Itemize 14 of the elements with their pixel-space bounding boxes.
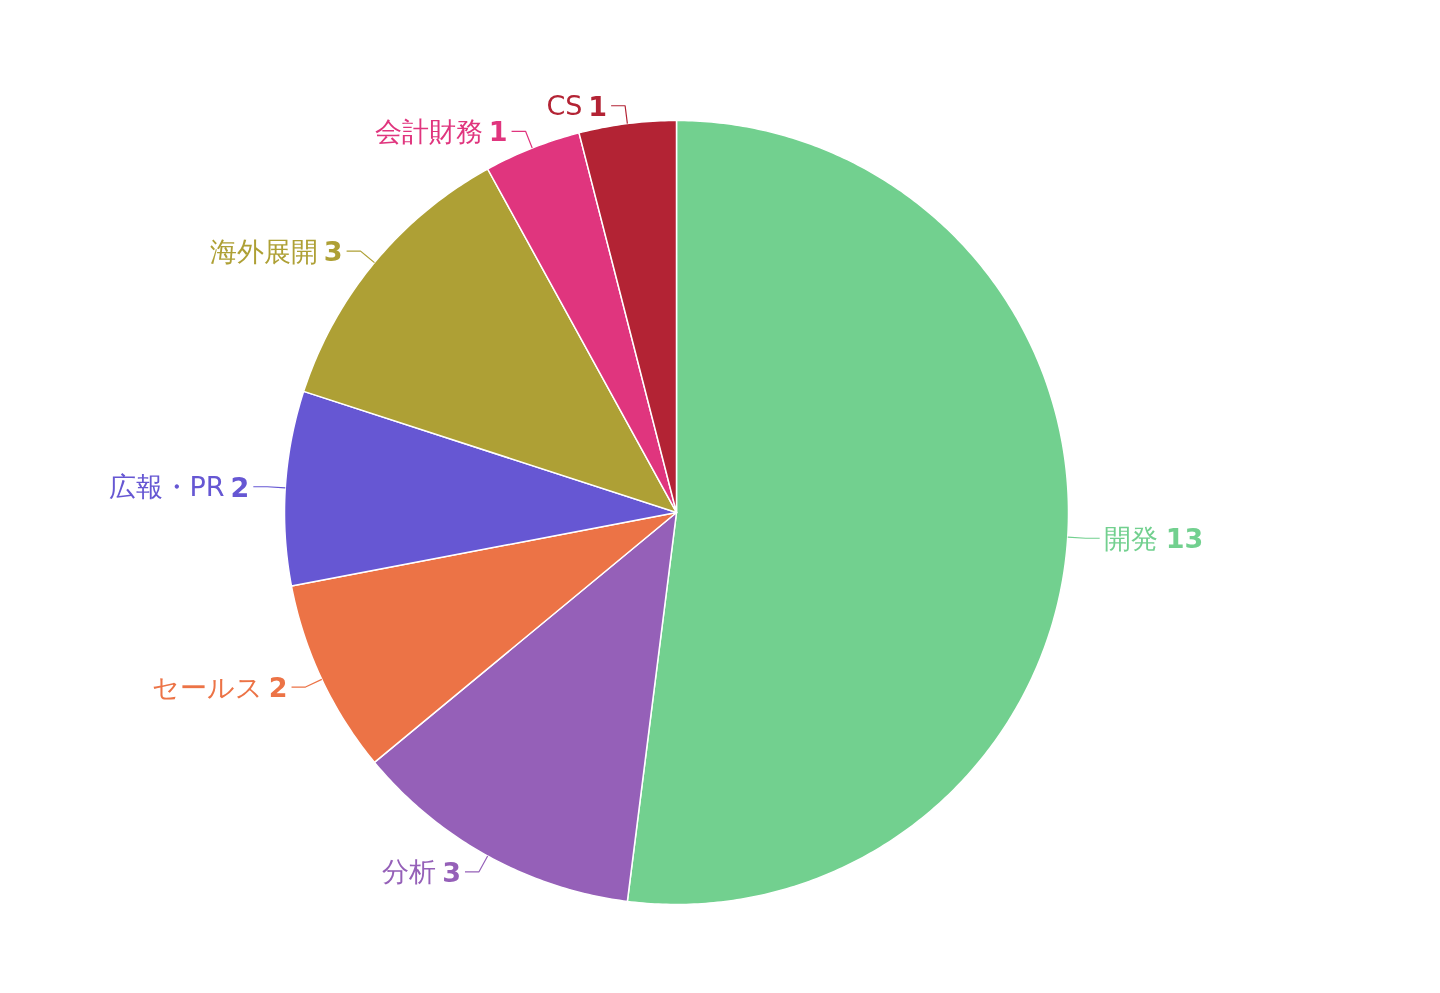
- slice-label: 分析: [382, 856, 437, 888]
- data-label: 3: [323, 236, 343, 268]
- data-label: 2: [230, 471, 250, 503]
- slice-label: 会計財務: [374, 115, 483, 147]
- slice-label: 広報・PR: [108, 471, 225, 503]
- data-label: 3: [442, 856, 461, 888]
- slice-label: セールス: [151, 671, 263, 703]
- data-label: 13: [1165, 523, 1204, 555]
- data-label: 1: [588, 90, 608, 122]
- data-label: 1: [488, 116, 508, 148]
- data-label: 2: [268, 672, 288, 704]
- slice-label: 開発: [1103, 522, 1158, 554]
- slice-label: CS: [546, 90, 583, 122]
- slice-label: 海外展開: [209, 235, 318, 267]
